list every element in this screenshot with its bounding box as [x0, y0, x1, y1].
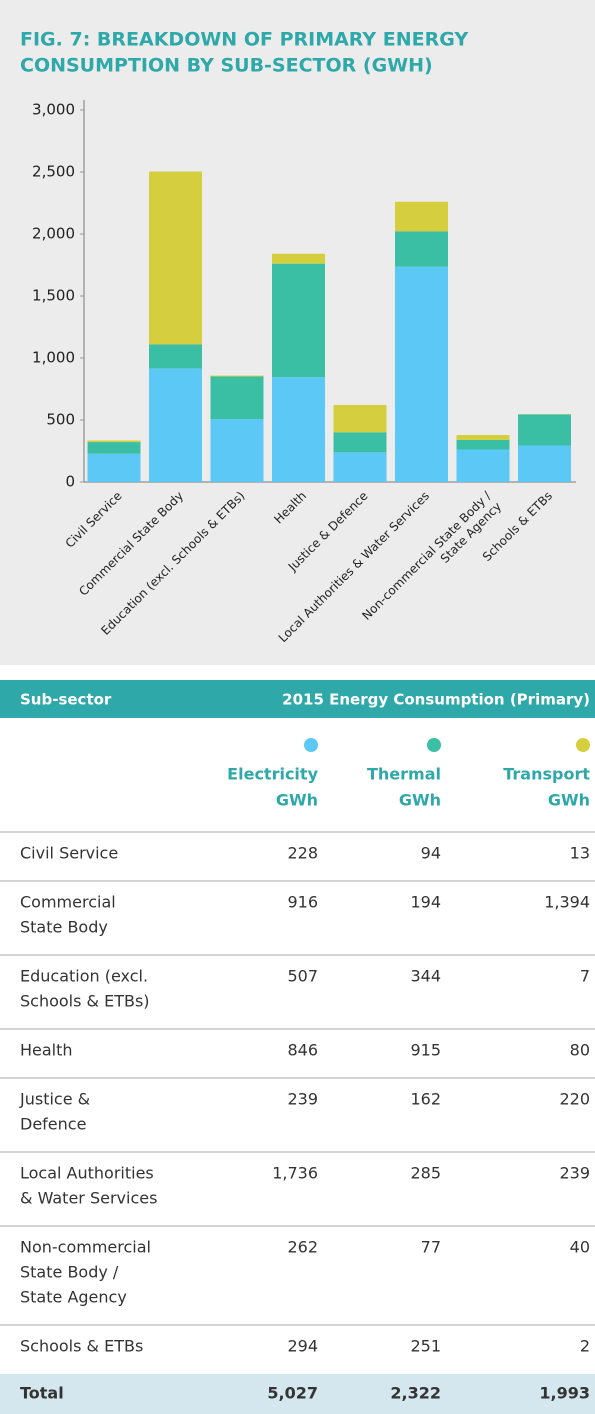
- row-label: State Agency: [20, 1288, 127, 1307]
- row-label: Civil Service: [20, 844, 118, 863]
- cell: 1,394: [544, 893, 590, 912]
- bar-segment: [395, 266, 448, 482]
- cell: 2: [580, 1337, 590, 1356]
- bar-segment: [333, 404, 387, 433]
- row-label: State Body /: [20, 1263, 119, 1282]
- bar-segment: [518, 445, 571, 482]
- cell: 5,027: [267, 1384, 318, 1403]
- bar-segment: [210, 419, 264, 482]
- cell: 846: [287, 1041, 318, 1060]
- bar-segment: [395, 201, 448, 232]
- y-tick-label: 3,000: [32, 101, 75, 119]
- row-label: Schools & ETBs: [20, 1337, 143, 1356]
- cell: 262: [287, 1238, 318, 1257]
- total-row-bg: [0, 1374, 595, 1414]
- bar-segment: [87, 440, 141, 443]
- row-label: Health: [20, 1041, 73, 1060]
- cell: 294: [287, 1337, 318, 1356]
- bar-segment: [272, 377, 325, 482]
- cell: 239: [287, 1090, 318, 1109]
- column-header: Transport: [503, 765, 590, 784]
- bar-segment: [456, 439, 510, 450]
- row-label: Education (excl.: [20, 967, 148, 986]
- bar-segment: [272, 253, 325, 264]
- cell: 915: [410, 1041, 441, 1060]
- bar-segment: [456, 449, 510, 482]
- cell: 162: [410, 1090, 441, 1109]
- row-label: Defence: [20, 1115, 86, 1134]
- cell: 507: [287, 967, 318, 986]
- row-label: Justice &: [19, 1090, 90, 1109]
- cell: 1,993: [539, 1384, 590, 1403]
- bar-segment: [333, 452, 387, 482]
- table-header: 2015 Energy Consumption (Primary): [282, 691, 590, 709]
- bar-segment: [149, 368, 202, 482]
- cell: 7: [580, 967, 590, 986]
- cell: 80: [570, 1041, 590, 1060]
- column-header: GWh: [276, 791, 318, 810]
- bar-segment: [210, 375, 264, 377]
- y-tick-label: 500: [46, 411, 75, 429]
- cell: 344: [410, 967, 441, 986]
- bar-segment: [87, 453, 141, 482]
- chart-title: FIG. 7: BREAKDOWN OF PRIMARY ENERGY: [20, 29, 468, 51]
- column-header: Electricity: [227, 765, 318, 784]
- cell: 94: [421, 844, 441, 863]
- bar-segment: [210, 376, 264, 420]
- y-tick-label: 1,500: [32, 287, 75, 305]
- cell: 40: [570, 1238, 590, 1257]
- row-label: State Body: [20, 918, 108, 937]
- cell: 220: [559, 1090, 590, 1109]
- bar-segment: [518, 414, 571, 446]
- y-tick-label: 2,000: [32, 225, 75, 243]
- bar-segment: [87, 442, 141, 454]
- bar-segment: [149, 344, 202, 369]
- row-label: & Water Services: [20, 1189, 157, 1208]
- cell: 13: [570, 844, 590, 863]
- legend-dot: [304, 738, 318, 752]
- cell: 916: [287, 893, 318, 912]
- legend-dot: [427, 738, 441, 752]
- bar-segment: [149, 171, 202, 345]
- row-label: Commercial: [20, 893, 116, 912]
- row-label: Non-commercial: [20, 1238, 151, 1257]
- cell: 239: [559, 1164, 590, 1183]
- cell: 285: [410, 1164, 441, 1183]
- cell: 251: [410, 1337, 441, 1356]
- cell: 194: [410, 893, 441, 912]
- cell: 2,322: [390, 1384, 441, 1403]
- bar-segment: [456, 435, 510, 440]
- column-header: GWh: [548, 791, 590, 810]
- bar-segment: [333, 432, 387, 453]
- table-header-bar: [0, 680, 595, 718]
- cell: 1,736: [272, 1164, 318, 1183]
- row-label: Schools & ETBs): [20, 992, 150, 1011]
- cell: 77: [421, 1238, 441, 1257]
- row-label: Local Authorities: [20, 1164, 154, 1183]
- y-tick-label: 2,500: [32, 163, 75, 181]
- y-tick-label: 1,000: [32, 349, 75, 367]
- legend-dot: [576, 738, 590, 752]
- bar-segment: [395, 231, 448, 267]
- bar-segment: [272, 263, 325, 378]
- row-label: Total: [20, 1384, 64, 1403]
- column-header: GWh: [399, 791, 441, 810]
- table-header: Sub-sector: [20, 691, 112, 709]
- column-header: Thermal: [367, 765, 441, 784]
- chart-title: CONSUMPTION BY SUB-SECTOR (GWH): [20, 55, 433, 77]
- cell: 228: [287, 844, 318, 863]
- y-tick-label: 0: [65, 473, 75, 491]
